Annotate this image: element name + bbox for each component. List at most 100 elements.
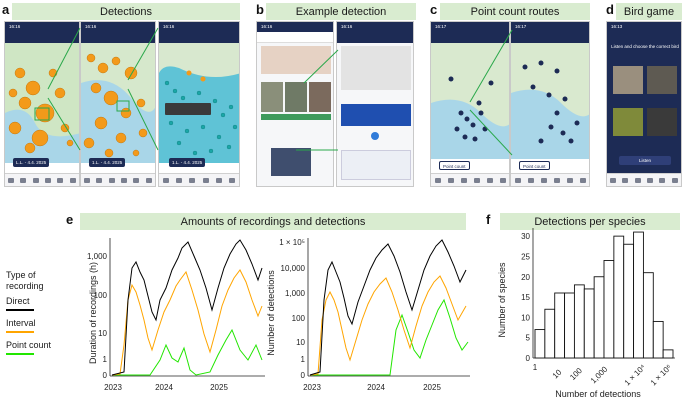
x-tick-label: 2025 <box>210 383 228 392</box>
histogram-bar <box>652 320 664 359</box>
listen-button[interactable]: Listen <box>619 156 671 165</box>
bird-option-2[interactable] <box>647 66 677 94</box>
chart-detections-xticks: 2023 2024 2025 <box>303 383 441 392</box>
point-count-button[interactable]: Point count <box>519 161 550 170</box>
spectrogram[interactable] <box>341 104 411 126</box>
y-tick-label: 1 <box>301 355 306 364</box>
species-card-1[interactable] <box>261 82 283 112</box>
confirm-strip[interactable] <box>261 114 331 120</box>
x-tick-label: 10 <box>551 367 564 380</box>
date-range-pill[interactable]: L.L. - 4.4. 2025 <box>13 158 50 167</box>
phone-c2: 16:17 Point count <box>510 21 590 187</box>
series-direct <box>309 239 467 376</box>
panel-letter-f: f <box>486 212 491 227</box>
bottom-nav[interactable] <box>159 173 239 186</box>
bird-option-1[interactable] <box>613 66 643 94</box>
histogram-bar <box>564 292 575 359</box>
bird-option-3[interactable] <box>613 108 643 136</box>
date-range-pill[interactable]: 1.L. - 4.4. 2025 <box>169 158 206 167</box>
histogram-bar <box>633 231 644 359</box>
phone-b1: 16:16 <box>256 21 334 187</box>
species-card-2[interactable] <box>285 82 307 112</box>
legend-point-count-line <box>6 353 34 355</box>
x-tick-label: 2024 <box>367 383 385 392</box>
panel-d-title: Bird game <box>616 3 682 20</box>
bottom-nav[interactable] <box>81 173 155 186</box>
chart-detections-ylabel: Number of detections <box>266 270 276 356</box>
series-point-count <box>112 328 263 376</box>
panel-f-title: Detections per species <box>500 213 680 230</box>
detection-map-a2[interactable] <box>81 43 156 163</box>
detection-mini-map[interactable] <box>261 46 331 74</box>
status-bar: 16:16 <box>81 22 155 32</box>
app-bar <box>159 32 239 43</box>
play-button[interactable] <box>371 132 379 140</box>
y-tick-label: 0 <box>526 354 531 363</box>
species-selector[interactable] <box>341 150 411 180</box>
y-tick-label: 100 <box>292 314 306 323</box>
status-bar: 16:17 <box>431 22 509 32</box>
panel-letter-b: b <box>256 2 264 17</box>
point-count-button[interactable]: Point count <box>439 161 470 170</box>
histogram-bar <box>583 288 595 359</box>
app-bar <box>337 32 413 43</box>
x-tick-label: 2024 <box>155 383 173 392</box>
y-tick-label: 10 <box>98 329 107 338</box>
detection-map-a3[interactable] <box>159 43 240 163</box>
y-tick-label: 25 <box>521 252 530 261</box>
histogram-bar <box>642 272 654 359</box>
phone-b2: 16:16 <box>336 21 414 187</box>
bottom-nav[interactable] <box>5 173 79 186</box>
panel-a-title: Detections <box>12 3 240 20</box>
date-range-pill[interactable]: 1.L. - 4.4. 2025 <box>89 158 126 167</box>
legend-point-count-label: Point count <box>6 340 52 350</box>
chart-histogram-ylabel: Number of species <box>497 262 507 338</box>
bird-option-4[interactable] <box>647 108 677 136</box>
series-point-count <box>310 298 469 376</box>
route-map-c1[interactable] <box>431 43 510 159</box>
chart-histogram-bars <box>534 231 674 359</box>
y-tick-label: 0 <box>103 371 108 380</box>
y-tick-label: 10,000 <box>281 264 306 273</box>
panel-letter-d: d <box>606 2 614 17</box>
bottom-nav[interactable] <box>511 173 589 186</box>
status-bar: 16:16 <box>159 22 239 32</box>
app-bar <box>431 32 509 43</box>
legend-interval-label: Interval <box>6 318 36 328</box>
legend-direct-line <box>6 309 34 311</box>
series-interval <box>111 269 263 376</box>
app-bar <box>511 32 589 43</box>
legend-heading-line-1: Type of <box>6 270 36 280</box>
legend-interval-line <box>6 331 34 333</box>
app-bar <box>81 32 155 43</box>
histogram-bar <box>593 276 605 359</box>
bottom-nav[interactable] <box>607 173 681 186</box>
x-tick-label: 100 <box>568 366 584 382</box>
panel-e-title: Amounts of recordings and detections <box>80 213 466 230</box>
chart-histogram-xlabel: Number of detections <box>555 389 641 399</box>
x-tick-label: 2025 <box>423 383 441 392</box>
chart-histogram-yticks: 0 5 10 15 20 25 30 <box>521 232 530 363</box>
bottom-nav[interactable] <box>431 173 509 186</box>
y-tick-label: 100 <box>94 291 108 300</box>
histogram-bar <box>544 308 556 359</box>
panel-b-title: Example detection <box>266 3 416 20</box>
status-bar: 16:16 <box>257 22 333 32</box>
app-bar <box>5 32 79 43</box>
panel-letter-c: c <box>430 2 438 17</box>
panel-letter-a: a <box>2 2 10 17</box>
histogram-bar <box>573 284 585 359</box>
panel-c-title: Point count routes <box>440 3 590 20</box>
y-tick-label: 30 <box>521 232 530 241</box>
panel-letter-e: e <box>66 212 74 227</box>
species-card-3[interactable] <box>309 82 331 112</box>
route-map-c2[interactable] <box>511 43 590 159</box>
spectrogram-thumbnail[interactable] <box>271 148 311 176</box>
series-direct <box>111 239 263 376</box>
y-tick-label: 1 <box>103 355 108 364</box>
detection-map-a1[interactable] <box>5 43 80 163</box>
